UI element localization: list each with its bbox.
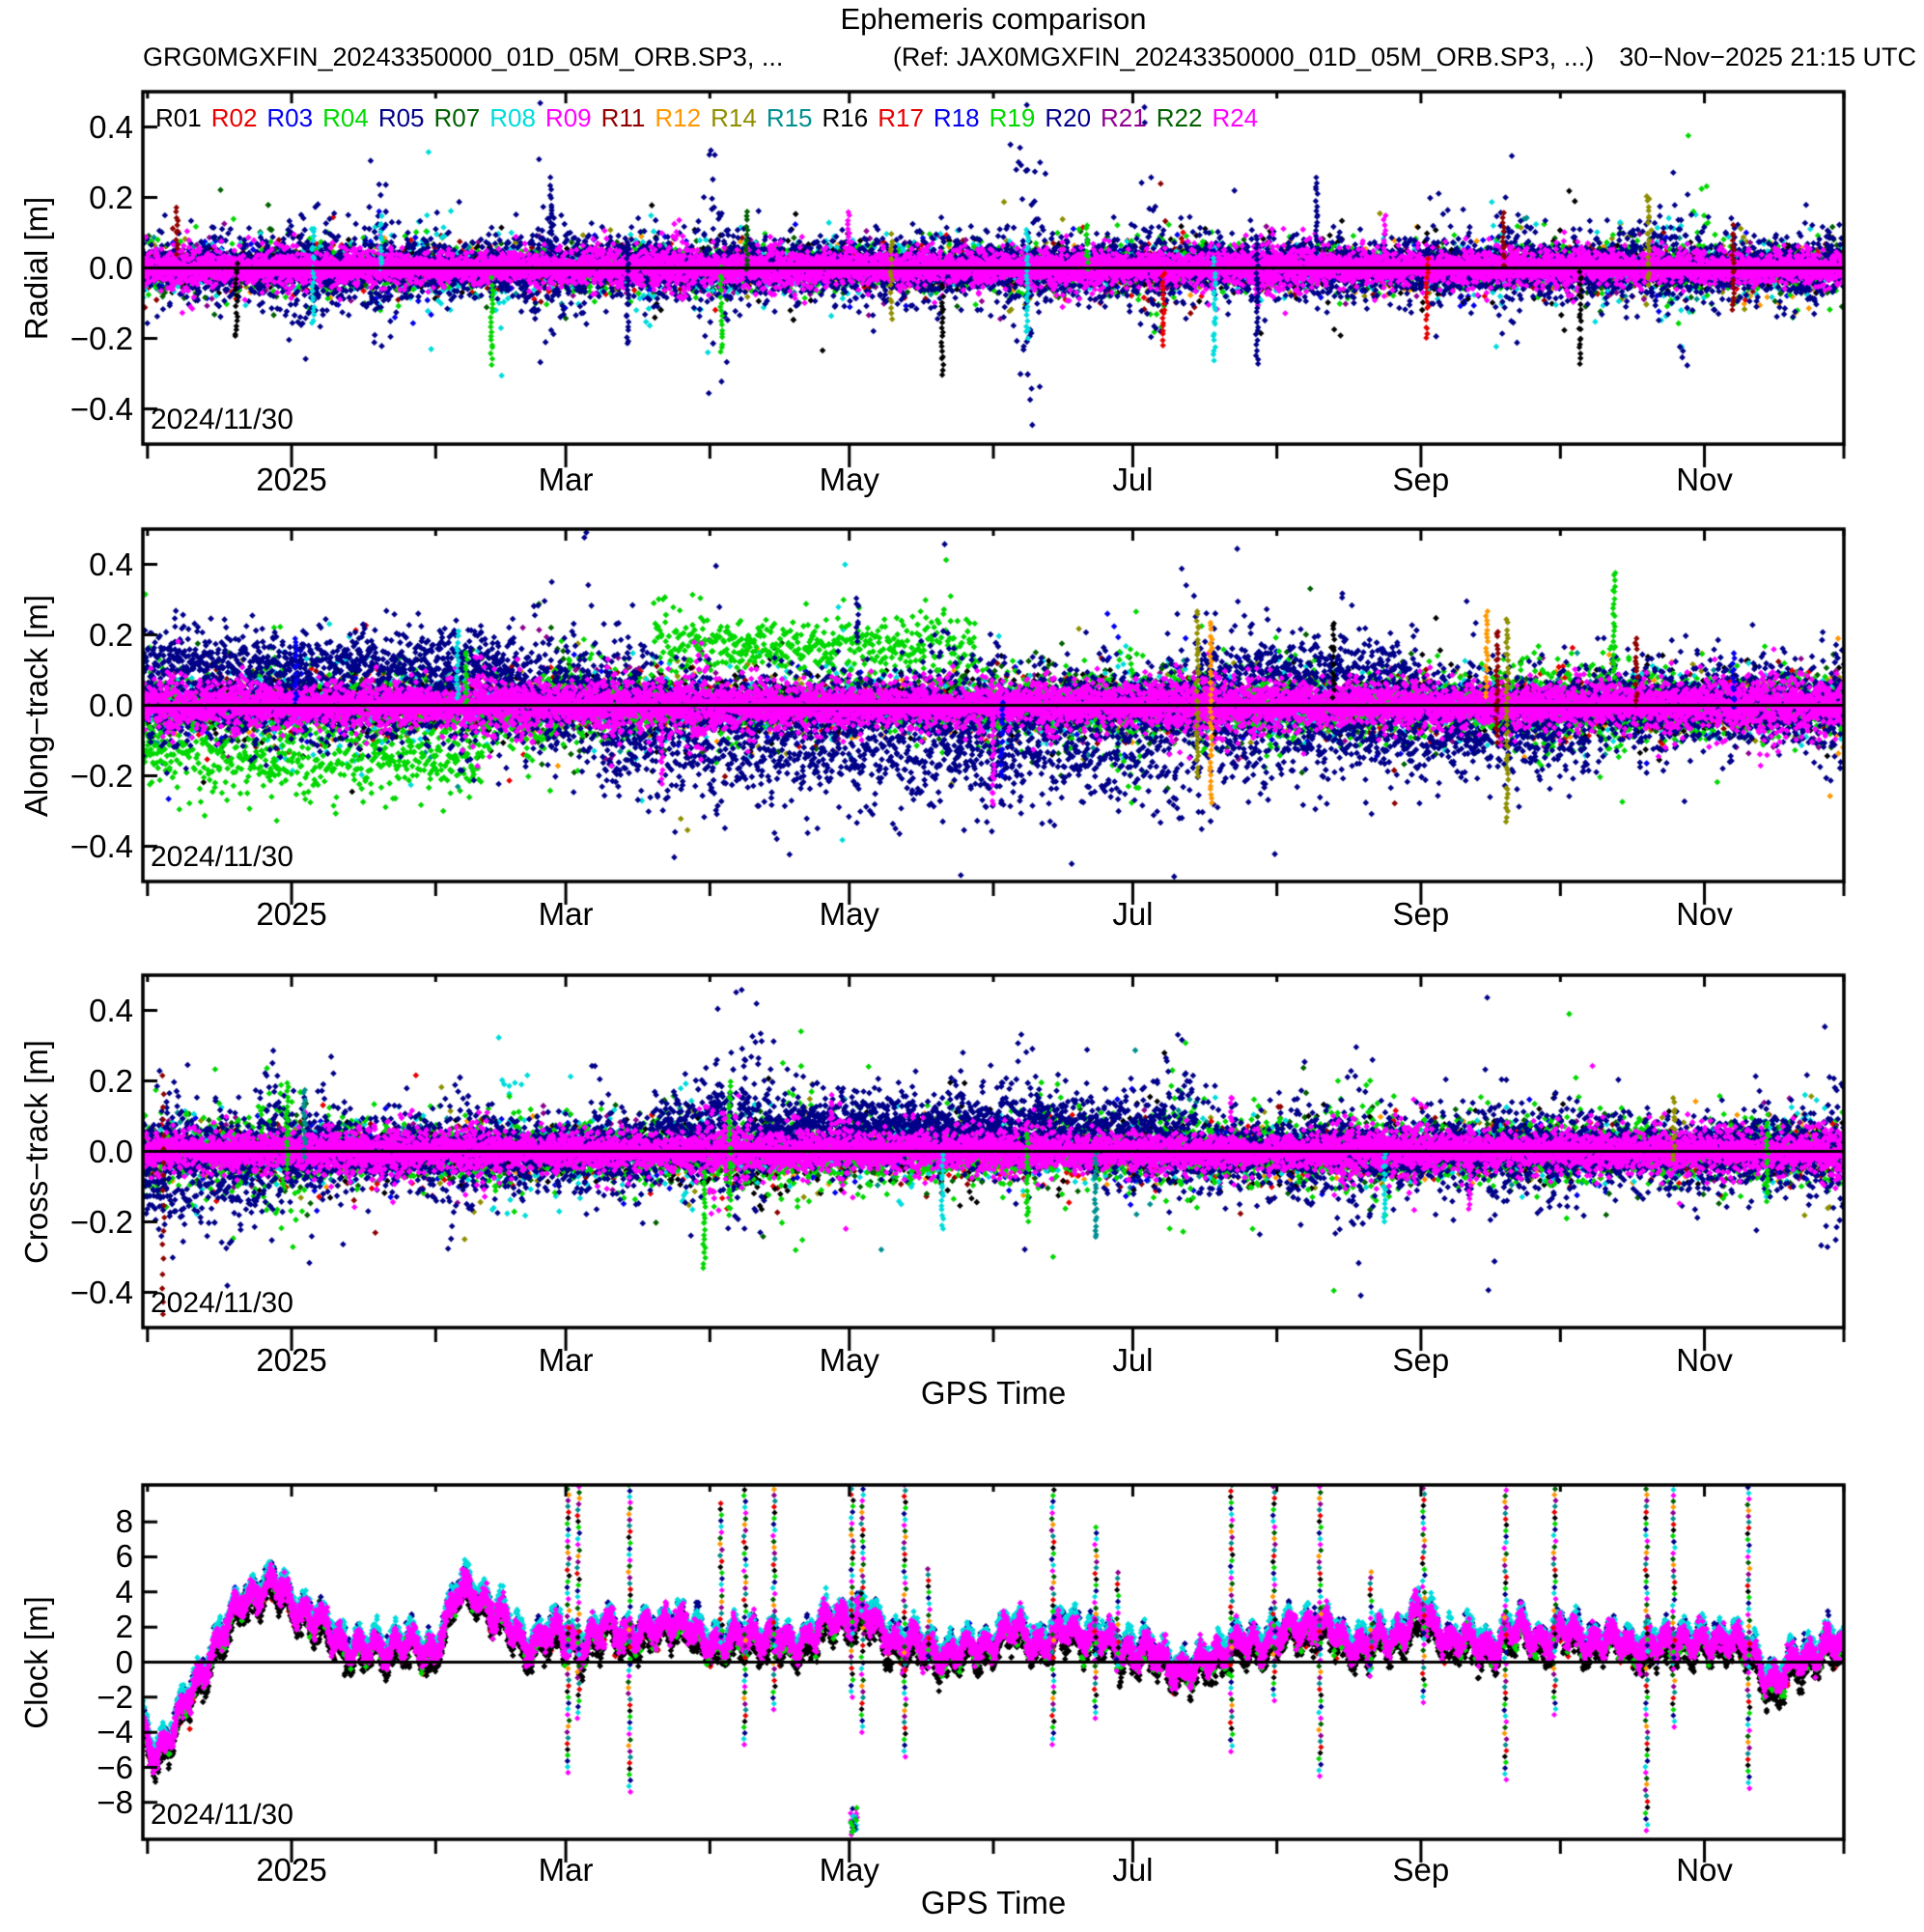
y-tick-label: 4 [115,1573,133,1610]
y-tick-label: 0 [115,1643,133,1680]
compared-file-label: GRG0MGXFIN_20243350000_01D_05M_ORB.SP3, … [143,42,784,71]
legend-entry-R21: R21 [1101,103,1147,132]
legend-entry-R09: R09 [544,103,592,132]
x-tick-label: Mar [538,1342,594,1378]
legend-entry-R01: R01 [155,103,202,132]
start-date-annotation: 2024/11/30 [151,1799,293,1831]
x-tick-label: Nov [1676,462,1733,497]
satellite-legend: R01 R02 R03 R04 R05 R07 R08 R09 R11 R12 R14 R15 R16 R… [155,103,1268,133]
x-tick-label: May [819,896,879,932]
y-tick-label: −0.2 [70,320,133,356]
x-tick-label: 2025 [256,462,327,497]
y-tick-label: −0.4 [70,827,133,864]
x-tick-label: Sep [1392,1342,1450,1378]
y-tick-label: 0.2 [89,616,133,653]
legend-entry-R16: R16 [822,103,869,132]
x-tick-label: Mar [538,462,594,497]
y-tick-label: 0.0 [89,1133,133,1169]
y-tick-label: −4 [97,1714,133,1750]
start-date-annotation: 2024/11/30 [151,404,293,435]
y-tick-label: −0.2 [70,1203,133,1240]
legend-entry-R04: R04 [322,103,369,132]
y-tick-label: −6 [97,1749,133,1785]
y-tick-label: 0.2 [89,1062,133,1099]
x-tick-label: Jul [1112,896,1154,932]
reference-file-label: (Ref: JAX0MGXFIN_20243350000_01D_05M_ORB… [892,42,1595,71]
reference-and-timestamp: (Ref: JAX0MGXFIN_20243350000_01D_05M_ORB… [893,42,1916,72]
x-tick-label: Sep [1392,896,1450,932]
y-tick-label: 8 [115,1503,133,1540]
legend-entry-R18: R18 [933,103,980,132]
start-date-annotation: 2024/11/30 [151,841,293,873]
legend-entry-R05: R05 [377,103,425,132]
x-tick-label: Mar [538,1852,594,1888]
x-tick-label: Sep [1392,462,1450,497]
y-tick-label: −2 [97,1678,133,1715]
y-tick-label: 0.0 [89,686,133,723]
x-tick-label: 2025 [256,1342,327,1378]
start-date-annotation: 2024/11/30 [151,1287,293,1319]
legend-entry-R11: R11 [600,103,646,132]
figure-title: Ephemeris comparison [840,2,1147,36]
legend-entry-R19: R19 [989,103,1036,132]
y-tick-label: 0.4 [89,992,133,1028]
y-tick-label: 0.4 [89,108,133,145]
legend-entry-R24: R24 [1212,103,1259,132]
x-tick-label: Sep [1392,1852,1450,1888]
y-tick-label: 6 [115,1538,133,1575]
y-tick-label: −0.4 [70,390,133,427]
y-tick-label: −0.4 [70,1274,133,1310]
y-tick-label: 0.4 [89,546,133,582]
x-tick-label: Nov [1676,896,1733,932]
x-tick-label: Jul [1112,1852,1154,1888]
legend-entry-R15: R15 [766,103,813,132]
x-tick-label: May [819,1342,879,1378]
generated-timestamp: 30−Nov−2025 21:15 UTC [1619,42,1916,71]
legend-entry-R12: R12 [655,103,702,132]
y-tick-label: −8 [97,1783,133,1820]
x-tick-label: Jul [1112,462,1154,497]
legend-entry-R22: R22 [1156,103,1203,132]
legend-entry-R03: R03 [266,103,314,132]
x-axis-title-gps-time: GPS Time [920,1885,1067,1920]
y-tick-label: 0.0 [89,249,133,286]
y-tick-label: 2 [115,1609,133,1645]
legend-entry-R02: R02 [210,103,258,132]
x-tick-label: Jul [1112,1342,1154,1378]
legend-entry-R07: R07 [433,103,481,132]
legend-entry-R20: R20 [1045,103,1092,132]
y-tick-label: 0.2 [89,179,133,215]
y-tick-label: −0.2 [70,757,133,794]
x-tick-label: 2025 [256,1852,327,1888]
legend-entry-R14: R14 [711,103,757,132]
x-axis-title-gps-time: GPS Time [920,1375,1067,1411]
legend-entry-R08: R08 [489,103,536,132]
x-tick-label: May [819,462,879,497]
x-tick-label: Nov [1676,1342,1733,1378]
x-tick-label: Mar [538,896,594,932]
x-tick-label: 2025 [256,896,327,932]
legend-entry-R17: R17 [878,103,924,132]
x-tick-label: May [819,1852,879,1888]
x-tick-label: Nov [1676,1852,1733,1888]
